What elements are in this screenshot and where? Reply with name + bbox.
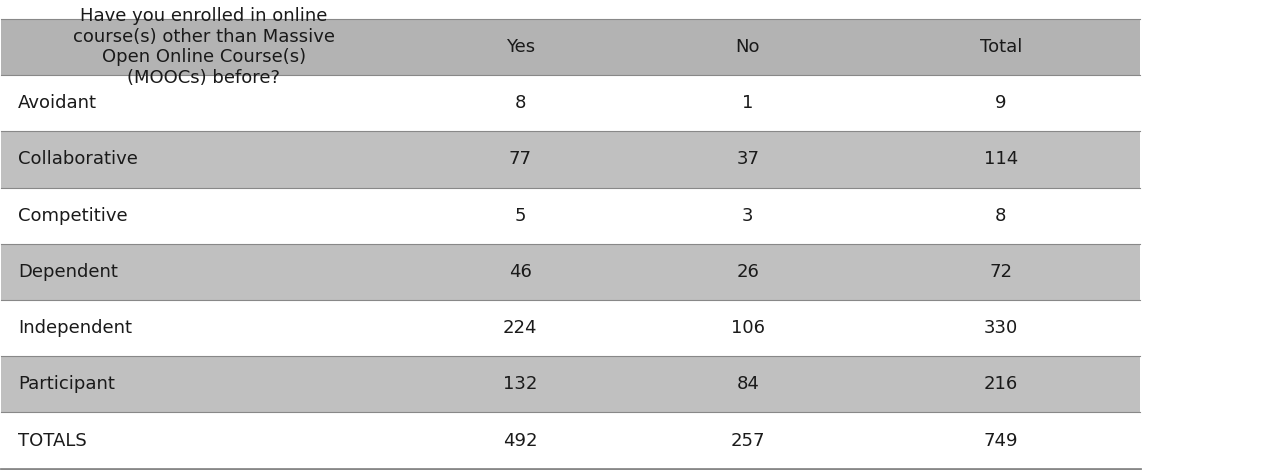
Text: 77: 77 bbox=[508, 150, 531, 168]
Bar bbox=[1, 300, 406, 356]
Text: 3: 3 bbox=[742, 207, 753, 225]
Bar bbox=[634, 356, 862, 412]
Text: Independent: Independent bbox=[18, 319, 132, 337]
Text: 1: 1 bbox=[742, 94, 753, 112]
Bar bbox=[634, 412, 862, 469]
Bar bbox=[406, 244, 634, 300]
Text: Collaborative: Collaborative bbox=[18, 150, 138, 168]
Bar bbox=[862, 132, 1140, 188]
Bar bbox=[1, 412, 406, 469]
Bar bbox=[634, 132, 862, 188]
Text: 492: 492 bbox=[503, 431, 538, 449]
Text: 749: 749 bbox=[984, 431, 1018, 449]
Text: 5: 5 bbox=[515, 207, 526, 225]
Text: 8: 8 bbox=[995, 207, 1007, 225]
Text: TOTALS: TOTALS bbox=[18, 431, 86, 449]
Bar bbox=[1, 19, 406, 75]
Bar bbox=[862, 75, 1140, 132]
Text: Competitive: Competitive bbox=[18, 207, 128, 225]
Text: 84: 84 bbox=[737, 376, 760, 393]
Bar bbox=[862, 412, 1140, 469]
Bar bbox=[1, 132, 406, 188]
Text: Participant: Participant bbox=[18, 376, 114, 393]
Bar bbox=[634, 244, 862, 300]
Bar bbox=[1, 75, 406, 132]
Text: 26: 26 bbox=[737, 263, 760, 281]
Text: No: No bbox=[735, 38, 760, 56]
Text: Have you enrolled in online
course(s) other than Massive
Open Online Course(s)
(: Have you enrolled in online course(s) ot… bbox=[72, 7, 335, 87]
Bar bbox=[634, 188, 862, 244]
Text: 37: 37 bbox=[737, 150, 760, 168]
Bar bbox=[862, 19, 1140, 75]
Text: 330: 330 bbox=[984, 319, 1018, 337]
Text: 8: 8 bbox=[515, 94, 526, 112]
Bar bbox=[406, 412, 634, 469]
Text: Dependent: Dependent bbox=[18, 263, 118, 281]
Text: 257: 257 bbox=[730, 431, 765, 449]
Text: 9: 9 bbox=[995, 94, 1007, 112]
Bar bbox=[1, 356, 406, 412]
Text: Total: Total bbox=[980, 38, 1022, 56]
Text: 132: 132 bbox=[503, 376, 538, 393]
Bar bbox=[862, 356, 1140, 412]
Text: 72: 72 bbox=[989, 263, 1012, 281]
Bar bbox=[862, 188, 1140, 244]
Bar bbox=[634, 300, 862, 356]
Text: Yes: Yes bbox=[506, 38, 535, 56]
Bar bbox=[1, 188, 406, 244]
Text: Avoidant: Avoidant bbox=[18, 94, 96, 112]
Bar bbox=[634, 75, 862, 132]
Text: 216: 216 bbox=[984, 376, 1018, 393]
Bar bbox=[1, 244, 406, 300]
Bar bbox=[406, 132, 634, 188]
Bar bbox=[406, 300, 634, 356]
Bar bbox=[406, 188, 634, 244]
Bar bbox=[406, 19, 634, 75]
Text: 46: 46 bbox=[508, 263, 531, 281]
Text: 224: 224 bbox=[503, 319, 538, 337]
Bar bbox=[406, 356, 634, 412]
Text: 114: 114 bbox=[984, 150, 1018, 168]
Bar bbox=[862, 244, 1140, 300]
Text: 106: 106 bbox=[730, 319, 765, 337]
Bar bbox=[634, 19, 862, 75]
Bar bbox=[862, 300, 1140, 356]
Bar bbox=[406, 75, 634, 132]
